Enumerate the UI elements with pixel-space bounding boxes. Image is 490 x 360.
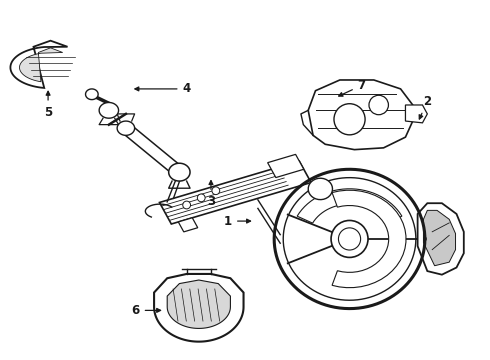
Polygon shape [154, 274, 244, 342]
Polygon shape [268, 154, 304, 177]
Text: 1: 1 [224, 215, 250, 228]
Polygon shape [308, 80, 413, 150]
Polygon shape [10, 41, 68, 88]
Circle shape [183, 201, 191, 209]
Polygon shape [423, 210, 456, 266]
Circle shape [212, 187, 220, 195]
Polygon shape [308, 178, 333, 200]
Text: 5: 5 [44, 91, 52, 119]
Polygon shape [332, 190, 406, 288]
Circle shape [369, 95, 389, 115]
Polygon shape [169, 163, 190, 181]
Circle shape [339, 228, 361, 250]
Circle shape [197, 194, 205, 202]
Polygon shape [86, 89, 98, 100]
Polygon shape [405, 105, 427, 123]
Text: 2: 2 [419, 95, 431, 119]
Circle shape [334, 104, 365, 135]
Circle shape [331, 220, 368, 257]
Text: 6: 6 [131, 304, 161, 317]
Text: 3: 3 [207, 181, 215, 208]
Polygon shape [297, 189, 402, 223]
Polygon shape [167, 280, 230, 328]
Polygon shape [99, 103, 119, 118]
Polygon shape [117, 121, 135, 135]
Polygon shape [178, 218, 198, 232]
Polygon shape [20, 48, 63, 82]
Polygon shape [159, 161, 311, 224]
Text: 4: 4 [135, 82, 191, 95]
Text: 7: 7 [339, 79, 366, 96]
Polygon shape [417, 203, 464, 275]
